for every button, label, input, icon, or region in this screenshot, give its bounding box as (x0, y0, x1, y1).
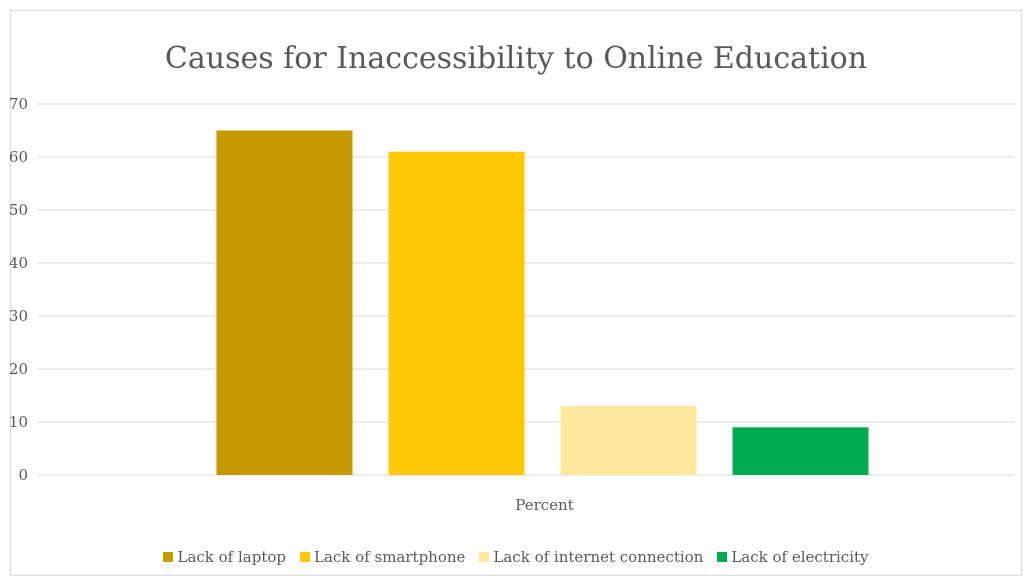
legend-item: Lack of internet connection (479, 548, 703, 566)
y-tick-label: 0 (18, 466, 28, 484)
bar (388, 151, 525, 475)
legend: Lack of laptop Lack of smartphone Lack of … (11, 548, 1021, 566)
legend-swatch (717, 552, 728, 562)
legend-swatch (479, 552, 490, 562)
legend-swatch (163, 552, 174, 562)
bar (732, 427, 869, 475)
y-tick-label: 30 (9, 307, 28, 325)
x-category-label: Percent (515, 496, 573, 514)
y-tick-label: 20 (9, 360, 28, 378)
y-tick-label: 10 (9, 413, 28, 431)
legend-item: Lack of laptop (163, 548, 286, 566)
legend-item: Lack of smartphone (300, 548, 465, 566)
legend-item: Lack of electricity (717, 548, 869, 566)
y-tick-label: 40 (9, 254, 28, 272)
y-tick-label: 60 (9, 148, 28, 166)
y-tick-label: 50 (9, 201, 28, 219)
legend-swatch (300, 552, 310, 562)
chart-title: Causes for Inaccessibility to Online Edu… (164, 41, 868, 76)
legend-label: Lack of internet connection (493, 548, 704, 566)
legend-label: Lack of laptop (177, 548, 286, 566)
legend-label: Lack of smartphone (314, 548, 466, 566)
legend-label: Lack of electricity (731, 548, 869, 566)
y-tick-label: 70 (9, 95, 28, 113)
bar (560, 406, 697, 475)
bar (216, 130, 353, 475)
